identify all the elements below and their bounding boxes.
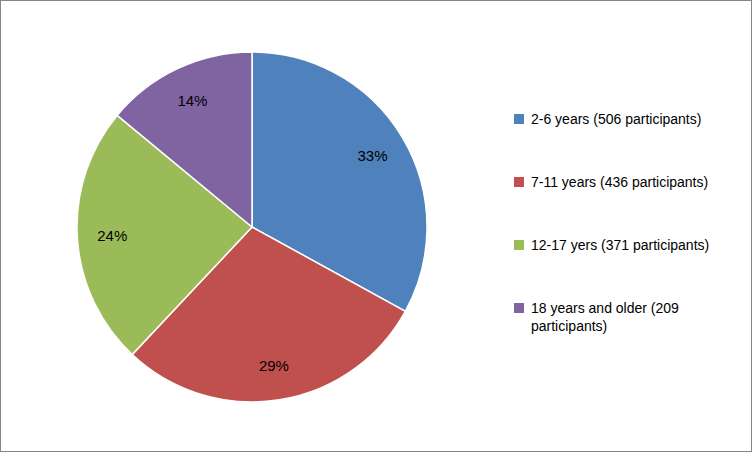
legend-swatch [514,303,524,313]
data-labels: 33% 29% 24% 14% [97,92,387,374]
data-label: 24% [97,227,127,244]
legend: 2-6 years (506 participants) 7-11 years (… [514,111,709,334]
legend-label: 7-11 years (436 participants) [531,174,708,190]
pie-slice [117,52,252,227]
legend-label: 12-17 yers (371 participants) [531,237,709,253]
chart: 33% 29% 24% 14% 2-6 years (506 participants)… [0,0,752,452]
data-label: 14% [177,92,207,109]
legend-swatch [514,114,524,124]
pie [77,52,427,402]
legend-swatch [514,177,524,187]
legend-label-line: 12-17 yers (371 participants) [531,237,709,253]
legend-label-line: 18 years and older (209 [531,300,679,316]
legend-swatch [514,240,524,250]
legend-label-line: 7-11 years (436 participants) [531,174,708,190]
legend-label-line: 2-6 years (506 participants) [531,111,701,127]
legend-label: 2-6 years (506 participants) [531,111,701,127]
chart-frame [1,1,752,452]
legend-label-line: participants) [531,318,607,334]
data-label: 29% [259,357,289,374]
legend-label: 18 years and older (209 participants) [531,300,679,334]
data-label: 33% [357,147,387,164]
